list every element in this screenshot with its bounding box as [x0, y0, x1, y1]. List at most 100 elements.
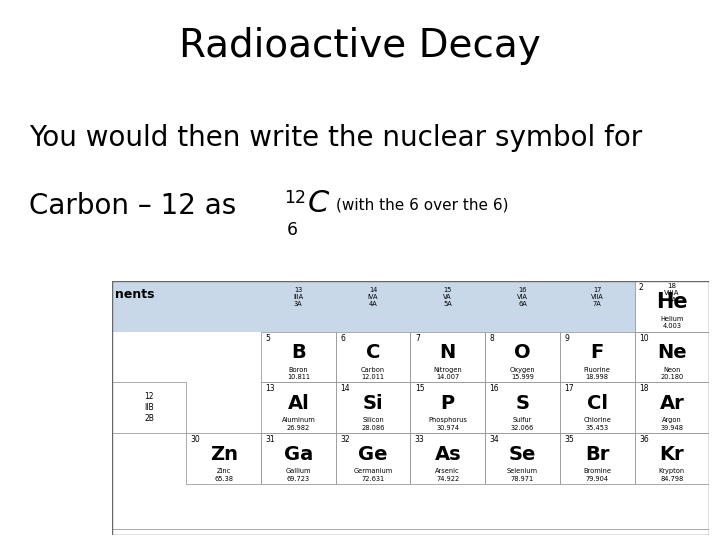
Text: Ga: Ga	[284, 445, 313, 464]
Text: 15.999: 15.999	[511, 374, 534, 380]
Text: 36: 36	[639, 435, 649, 444]
Text: 2B: 2B	[144, 414, 154, 423]
Bar	[261, 382, 336, 433]
Text: C: C	[308, 189, 330, 218]
Bar	[634, 433, 709, 484]
Text: 69.723: 69.723	[287, 476, 310, 482]
Text: 84.798: 84.798	[660, 476, 683, 482]
Text: 8: 8	[490, 334, 495, 342]
Text: 12: 12	[144, 392, 153, 401]
Text: Al: Al	[287, 394, 309, 413]
Text: 65.38: 65.38	[214, 476, 233, 482]
Text: 14: 14	[340, 384, 350, 393]
Text: Nitrogen: Nitrogen	[433, 367, 462, 373]
Text: 14.007: 14.007	[436, 374, 459, 380]
Text: 9: 9	[564, 334, 569, 342]
Text: Si: Si	[363, 394, 383, 413]
Text: 18: 18	[639, 384, 649, 393]
Text: 20.180: 20.180	[660, 374, 683, 380]
Text: Chlorine: Chlorine	[583, 417, 611, 423]
Text: Ne: Ne	[657, 343, 687, 362]
Text: Fluorine: Fluorine	[584, 367, 611, 373]
Bar	[336, 433, 410, 484]
Bar	[634, 382, 709, 433]
Text: You would then write the nuclear symbol for: You would then write the nuclear symbol …	[29, 124, 642, 152]
Text: Carbon – 12 as: Carbon – 12 as	[29, 192, 254, 220]
Text: 39.948: 39.948	[660, 425, 683, 431]
Text: Br: Br	[585, 445, 609, 464]
Bar	[112, 529, 709, 535]
Text: 13
IIIA
3A: 13 IIIA 3A	[293, 287, 303, 307]
Text: 31: 31	[266, 435, 275, 444]
Text: S: S	[516, 394, 529, 413]
Text: O: O	[514, 343, 531, 362]
Text: Gallium: Gallium	[286, 468, 311, 474]
Bar	[410, 433, 485, 484]
Bar	[186, 433, 261, 484]
Bar	[410, 332, 485, 382]
Bar	[634, 281, 709, 332]
Bar	[336, 332, 410, 382]
Text: 78.971: 78.971	[511, 476, 534, 482]
Text: Zn: Zn	[210, 445, 238, 464]
Text: 14
IVA
4A: 14 IVA 4A	[368, 287, 378, 307]
Bar	[410, 382, 485, 433]
Bar	[560, 332, 634, 382]
Text: Sulfur: Sulfur	[513, 417, 532, 423]
Text: Phosphorus: Phosphorus	[428, 417, 467, 423]
Text: 10: 10	[639, 334, 649, 342]
Bar	[634, 332, 709, 382]
Bar	[560, 382, 634, 433]
Text: P: P	[441, 394, 455, 413]
Text: Argon: Argon	[662, 417, 682, 423]
Text: He: He	[656, 292, 688, 312]
Text: 15: 15	[415, 384, 425, 393]
Text: Germanium: Germanium	[354, 468, 392, 474]
Text: 13: 13	[266, 384, 275, 393]
Text: 15
VA
5A: 15 VA 5A	[444, 287, 452, 307]
Text: Selenium: Selenium	[507, 468, 538, 474]
Text: 12.011: 12.011	[361, 374, 384, 380]
Bar	[560, 433, 634, 484]
Text: 6: 6	[340, 334, 345, 342]
Text: Krypton: Krypton	[659, 468, 685, 474]
Bar	[261, 433, 336, 484]
Text: Bromine: Bromine	[583, 468, 611, 474]
Text: 74.922: 74.922	[436, 476, 459, 482]
Text: N: N	[440, 343, 456, 362]
Text: 30.974: 30.974	[436, 425, 459, 431]
Text: 7: 7	[415, 334, 420, 342]
Text: Zinc: Zinc	[217, 468, 231, 474]
Text: F: F	[590, 343, 604, 362]
Text: As: As	[434, 445, 461, 464]
Text: 30: 30	[191, 435, 201, 444]
Bar	[261, 332, 336, 382]
Text: 10.811: 10.811	[287, 374, 310, 380]
Text: 17: 17	[564, 384, 574, 393]
Text: 12: 12	[284, 189, 307, 207]
Bar	[485, 382, 560, 433]
Text: 16: 16	[490, 384, 499, 393]
Text: 16
VIA
6A: 16 VIA 6A	[517, 287, 528, 307]
Bar	[336, 382, 410, 433]
Text: 32.066: 32.066	[510, 425, 534, 431]
Text: Ar: Ar	[660, 394, 684, 413]
Text: 33: 33	[415, 435, 425, 444]
Text: C: C	[366, 343, 380, 362]
Text: 26.982: 26.982	[287, 425, 310, 431]
Text: IIB: IIB	[144, 403, 154, 412]
Text: 4.003: 4.003	[662, 323, 681, 329]
Text: nents: nents	[115, 288, 155, 301]
Text: Neon: Neon	[663, 367, 680, 373]
Bar	[112, 382, 186, 433]
Text: 5: 5	[266, 334, 270, 342]
Text: Radioactive Decay: Radioactive Decay	[179, 27, 541, 65]
Text: Helium: Helium	[660, 316, 683, 322]
Text: 35: 35	[564, 435, 574, 444]
Text: Ge: Ge	[359, 445, 388, 464]
Bar	[485, 332, 560, 382]
Text: Se: Se	[509, 445, 536, 464]
Text: 35.453: 35.453	[585, 425, 608, 431]
Text: 2: 2	[639, 283, 644, 292]
Text: 28.086: 28.086	[361, 425, 384, 431]
